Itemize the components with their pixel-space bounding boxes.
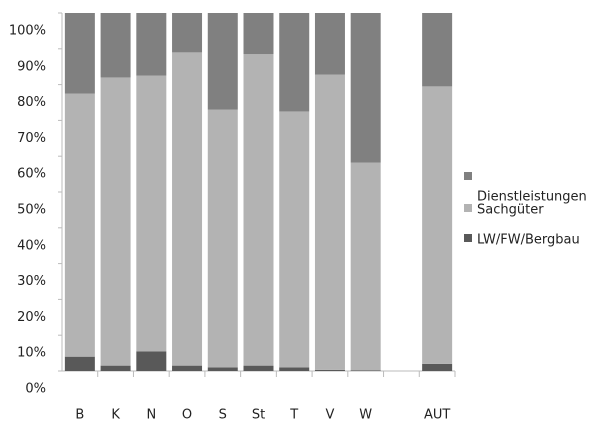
y-tick-label: 30% [17, 274, 46, 289]
bar-segment [422, 363, 453, 371]
bar-segment [243, 13, 274, 55]
bar-segment [136, 13, 167, 76]
y-tick-label: 40% [17, 238, 46, 253]
x-tick-label: B [75, 408, 84, 423]
bar-segment [136, 351, 167, 371]
bar-segment [172, 52, 203, 366]
bar-segment [243, 365, 274, 371]
bar-segment [279, 367, 310, 371]
bar-segment [100, 365, 131, 371]
bar-segment [243, 54, 274, 366]
legend-label: Dienstleistungen [477, 190, 587, 205]
y-tick-label: 80% [17, 95, 46, 110]
bar-segment [172, 365, 203, 371]
bar-segment [207, 367, 238, 371]
y-tick-label: 50% [17, 203, 46, 218]
bar-segment [172, 13, 203, 53]
x-tick-label: V [326, 408, 335, 423]
bar-segment [100, 13, 131, 78]
bar-segment [207, 109, 238, 368]
y-tick-label: 20% [17, 310, 46, 325]
x-tick-label: N [146, 408, 156, 423]
y-tick-label: 0% [25, 382, 46, 397]
legend-label: LW/FW/Bergbau [477, 233, 580, 248]
bar-segment [64, 93, 95, 357]
y-tick-label: 100% [9, 24, 46, 39]
bar-segment [314, 369, 345, 371]
bar-segment [279, 13, 310, 112]
bar-segment [64, 13, 95, 94]
x-tick-label: S [219, 408, 227, 423]
legend-marker [464, 234, 472, 242]
x-tick-label: O [182, 408, 192, 423]
x-tick-label: T [289, 408, 298, 423]
bar-segment [350, 13, 381, 163]
bar-segment [422, 86, 453, 364]
legend-marker [464, 172, 472, 180]
bar-segment [207, 13, 238, 110]
bar-segment [64, 356, 95, 371]
bar-segment [350, 162, 381, 371]
bar-segment [422, 13, 453, 87]
x-tick-label: K [111, 408, 120, 423]
bar-segment [350, 370, 381, 371]
y-tick-label: 70% [17, 131, 46, 146]
x-tick-label: W [359, 408, 372, 423]
y-tick-label: 10% [17, 346, 46, 361]
x-tick-label: AUT [424, 408, 450, 423]
bar-segment [136, 75, 167, 352]
bar-segment [314, 13, 345, 75]
y-tick-label: 60% [17, 167, 46, 182]
y-tick-label: 90% [17, 59, 46, 74]
bar-segment [100, 77, 131, 366]
bar-segment [279, 111, 310, 368]
legend-label: Sachgüter [477, 203, 544, 218]
legend-marker [464, 204, 472, 212]
bar-segment [314, 74, 345, 370]
x-tick-label: St [252, 408, 265, 423]
